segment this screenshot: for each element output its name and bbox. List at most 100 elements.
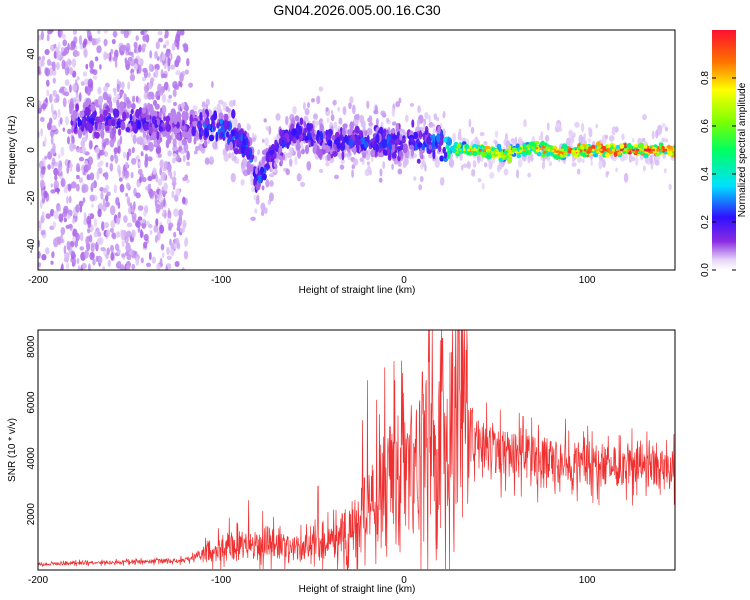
noise-blob: [72, 83, 78, 93]
ridge-blob: [432, 149, 436, 160]
noise-blob: [121, 253, 126, 258]
ridge-blob: [319, 123, 324, 132]
ridge-blob: [401, 138, 406, 144]
noise-blob: [171, 176, 177, 183]
noise-blob: [151, 256, 157, 264]
noise-blob: [128, 51, 133, 56]
ridge-blob: [208, 134, 215, 142]
noise-blob: [97, 37, 101, 44]
ridge-blob: [579, 145, 584, 151]
noise-blob: [188, 82, 194, 88]
noise-blob: [53, 167, 59, 176]
noise-blob: [576, 157, 583, 163]
ridge-core: [479, 149, 482, 152]
noise-blob: [71, 124, 74, 134]
ridge-blob: [91, 118, 95, 126]
noise-blob: [661, 137, 666, 143]
noise-blob: [96, 45, 102, 54]
noise-blob: [376, 117, 379, 127]
noise-blob: [167, 57, 171, 67]
noise-blob: [124, 170, 130, 179]
noise-blob: [172, 153, 178, 158]
ridge-core: [547, 149, 551, 152]
snr-frame: [37, 329, 676, 571]
noise-blob: [78, 200, 84, 207]
noise-blob: [160, 204, 164, 210]
ridge-blob: [245, 139, 248, 146]
ridge-blob: [349, 121, 355, 131]
noise-blob: [79, 92, 82, 102]
noise-blob: [397, 168, 403, 175]
noise-blob: [66, 165, 69, 174]
ridge-blob: [480, 151, 485, 155]
ridge-blob: [198, 122, 203, 130]
ridge-blob: [240, 147, 246, 154]
noise-blob: [125, 192, 129, 197]
noise-blob: [56, 50, 62, 61]
ridge-core: [604, 148, 607, 152]
noise-blob: [229, 100, 235, 108]
ridge-blob: [215, 131, 219, 142]
noise-blob: [92, 75, 98, 80]
noise-blob: [159, 257, 163, 266]
noise-blob: [149, 230, 153, 235]
noise-blob: [382, 161, 386, 169]
noise-blob: [275, 113, 281, 121]
noise-blob: [147, 183, 152, 189]
noise-blob: [131, 212, 137, 220]
noise-blob: [157, 153, 162, 158]
y-tick-label: -40: [26, 238, 37, 253]
ridge-core: [668, 148, 671, 152]
noise-blob: [57, 172, 63, 177]
noise-blob: [163, 197, 166, 207]
noise-blob: [254, 208, 258, 214]
noise-blob: [105, 194, 109, 202]
ridge-blob: [297, 125, 303, 135]
noise-blob: [113, 88, 117, 97]
ridge-blob: [540, 140, 546, 147]
ridge-blob: [189, 114, 193, 124]
snr-y-label: SNR (10 * v/v): [7, 418, 18, 482]
ridge-blob: [156, 130, 160, 141]
ridge-blob: [525, 144, 531, 149]
noise-blob: [629, 156, 635, 162]
noise-blob: [158, 37, 164, 43]
noise-blob: [159, 196, 163, 202]
noise-blob: [103, 30, 108, 34]
noise-blob: [424, 112, 429, 120]
noise-blob: [40, 230, 46, 236]
noise-blob: [588, 128, 593, 138]
ridge-blob: [317, 149, 323, 159]
noise-blob: [253, 155, 258, 163]
noise-blob: [165, 40, 170, 46]
ridge-blob: [163, 116, 166, 122]
noise-blob: [263, 118, 267, 123]
noise-blob: [94, 56, 99, 62]
ridge-core: [487, 150, 490, 153]
noise-blob: [56, 62, 60, 70]
noise-blob: [182, 43, 188, 48]
noise-blob: [156, 263, 161, 270]
ridge-core: [471, 148, 474, 152]
noise-blob: [590, 160, 593, 167]
noise-blob: [297, 149, 302, 159]
x-tick-label: -100: [211, 575, 231, 586]
noise-blob: [58, 206, 61, 212]
noise-blob: [143, 211, 147, 217]
ridge-core: [664, 148, 667, 152]
noise-blob: [165, 265, 168, 270]
ridge-core: [467, 148, 470, 152]
ridge-blob: [387, 147, 391, 157]
ridge-blob: [332, 150, 338, 157]
noise-blob: [125, 161, 129, 169]
noise-blob: [176, 221, 181, 229]
noise-blob: [126, 222, 133, 228]
noise-blob: [117, 211, 121, 219]
ridge-blob: [204, 129, 210, 138]
noise-blob: [605, 171, 610, 175]
noise-blob: [50, 183, 53, 188]
snr-x-label: Height of straight line (km): [299, 584, 416, 595]
noise-blob: [63, 186, 68, 194]
noise-blob: [109, 205, 116, 216]
ridge-blob: [595, 141, 601, 147]
